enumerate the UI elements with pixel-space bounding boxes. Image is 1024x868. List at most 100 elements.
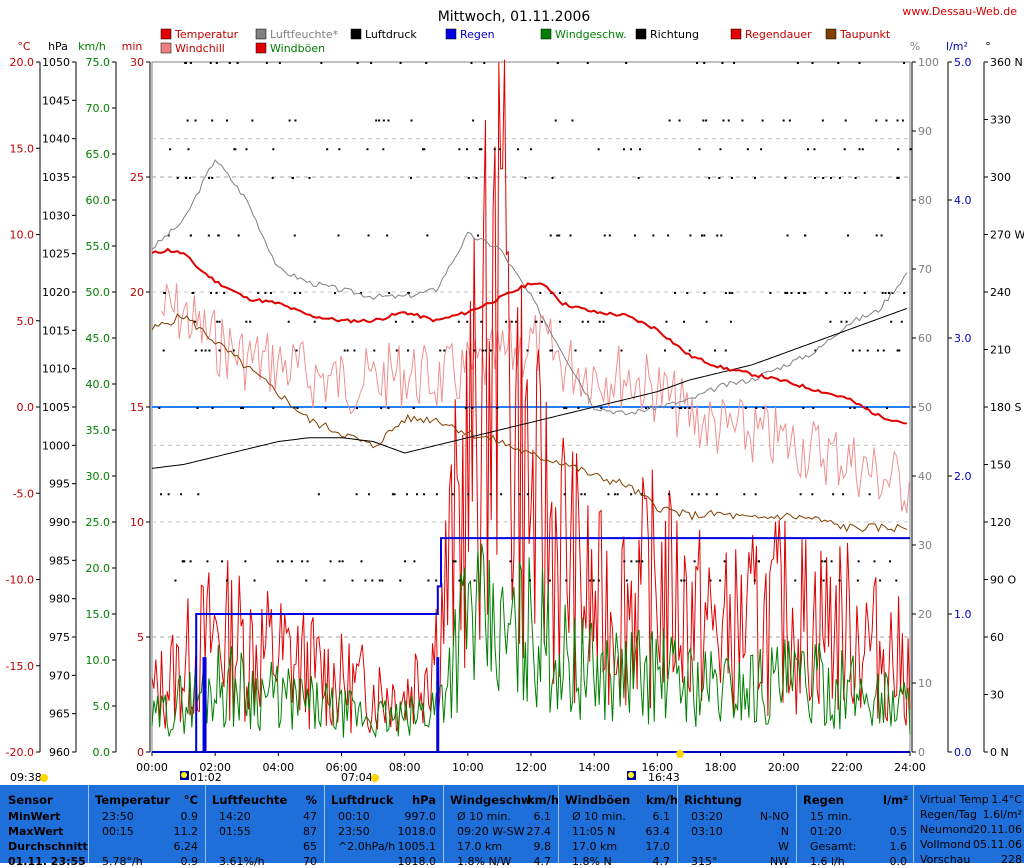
direction-dot	[840, 320, 843, 323]
direction-dot	[370, 62, 373, 64]
footer-extra-value: 1.4°C	[991, 793, 1022, 806]
direction-dot	[853, 407, 856, 409]
minutes-axis-tick-label: 30	[130, 56, 144, 69]
footer-unit-luftdruck: hPa	[412, 793, 437, 807]
direction-dot	[686, 292, 689, 294]
humidity-axis-tick-label: 10	[918, 677, 932, 690]
direction-dot	[587, 320, 590, 323]
direction-dot	[844, 119, 847, 122]
direction-dot	[696, 62, 699, 64]
time-tick-label: 08:00	[389, 761, 421, 774]
minutes-axis-tick-label: 10	[130, 516, 144, 529]
direction-dot	[897, 177, 900, 179]
legend-swatch	[160, 28, 172, 40]
direction-dot	[290, 560, 293, 563]
footer-richtung-value: N-NO	[759, 810, 789, 823]
direction-dot	[548, 579, 551, 582]
direction-dot	[598, 320, 601, 323]
wind-axis-tick-label: 55.0	[86, 240, 111, 253]
direction-dot	[769, 292, 772, 294]
footer-windboeen-label: 1.8% N	[572, 855, 612, 868]
humidity-axis-tick-label: 60	[918, 332, 932, 345]
humidity-axis-tick-label: 90	[918, 125, 932, 138]
direction-dot	[901, 119, 904, 122]
left-axes: 20.015.010.05.00.0-5.0-10.0-15.0-20.0105…	[6, 56, 151, 759]
axis-unit-dir: °	[985, 40, 991, 53]
direction-dot	[196, 407, 199, 409]
direction-dot	[741, 119, 744, 122]
direction-dot	[158, 407, 161, 409]
direction-axis-tick-label: 90 O	[990, 574, 1016, 587]
pressure-axis-tick-label: 1040	[42, 133, 70, 146]
direction-dot	[484, 349, 487, 352]
footer-windgeschw-value: 6.1	[533, 810, 552, 823]
direction-dot	[329, 560, 332, 563]
direction-dot	[875, 234, 878, 237]
direction-dot	[355, 493, 358, 496]
direction-dot	[483, 62, 486, 64]
direction-dot	[638, 560, 641, 563]
direction-dot	[703, 292, 706, 294]
direction-dot	[500, 493, 503, 496]
direction-dot	[806, 148, 809, 151]
footer-extra-label: Neumond	[920, 823, 974, 836]
direction-dot	[299, 292, 302, 294]
direction-dot	[505, 320, 508, 323]
minutes-axis-tick-label: 15	[130, 401, 144, 414]
time-tick-label: 22:00	[831, 761, 863, 774]
footer-luftdruck-value: 997.0	[404, 810, 437, 823]
direction-dot	[184, 62, 187, 64]
direction-dot	[724, 349, 727, 352]
rain-axis-tick-label: 4.0	[954, 194, 972, 207]
axis-unit-press: hPa	[48, 40, 68, 53]
direction-dot	[600, 292, 603, 294]
legend-swatch	[350, 28, 362, 40]
direction-dot	[854, 177, 857, 179]
direction-dot	[215, 62, 218, 64]
footer-luftfeuchte-value: 70	[303, 855, 317, 868]
direction-dot	[580, 493, 583, 496]
direction-dot	[395, 349, 398, 352]
direction-dot	[691, 493, 694, 496]
direction-dot	[822, 579, 825, 582]
footer-temperatur-label: 00:15	[102, 825, 134, 838]
direction-dot	[708, 177, 711, 179]
direction-dot	[683, 579, 686, 582]
footer-head-windgeschw: Windgeschw.	[450, 793, 536, 807]
direction-dot	[518, 493, 521, 496]
temp-axis-tick-label: 0.0	[17, 401, 35, 414]
time-axis: 00:00 02:00 04:00 06:00 08:00 10:00 12:00 14:00…	[136, 751, 926, 774]
direction-dot	[451, 493, 454, 496]
footer-windboeen-value: 63.4	[645, 825, 671, 838]
direction-dot	[746, 148, 749, 151]
direction-dot	[786, 292, 789, 294]
direction-dot	[705, 493, 708, 496]
direction-dot	[382, 148, 385, 151]
direction-dot	[790, 292, 793, 294]
footer-windgeschw-label: 17.0 km	[457, 840, 503, 853]
wind-axis-tick-label: 50.0	[86, 286, 111, 299]
direction-dot	[729, 320, 732, 323]
direction-dot	[589, 579, 592, 582]
direction-dot	[722, 119, 725, 122]
direction-dot	[405, 493, 408, 496]
direction-dot	[569, 234, 572, 237]
direction-dot	[343, 349, 346, 352]
direction-dot	[232, 349, 235, 352]
direction-dot	[607, 493, 610, 496]
direction-dot	[242, 407, 245, 409]
direction-dot	[176, 177, 179, 179]
site-link[interactable]: www.Dessau-Web.de	[902, 5, 1017, 18]
direction-dot	[356, 62, 359, 64]
direction-dot	[731, 292, 734, 294]
legend-label: Regendauer	[745, 28, 812, 41]
direction-dot	[211, 407, 214, 409]
direction-dot	[526, 493, 529, 496]
direction-dot	[341, 560, 344, 563]
pressure-axis-tick-label: 1005	[42, 401, 70, 414]
footer-regen-value: 0.0	[889, 855, 908, 868]
direction-dot	[234, 148, 237, 151]
humidity-axis-tick-label: 30	[918, 539, 932, 552]
footer-windboeen-label: Ø 10 min.	[572, 810, 626, 823]
direction-dot	[623, 560, 626, 563]
